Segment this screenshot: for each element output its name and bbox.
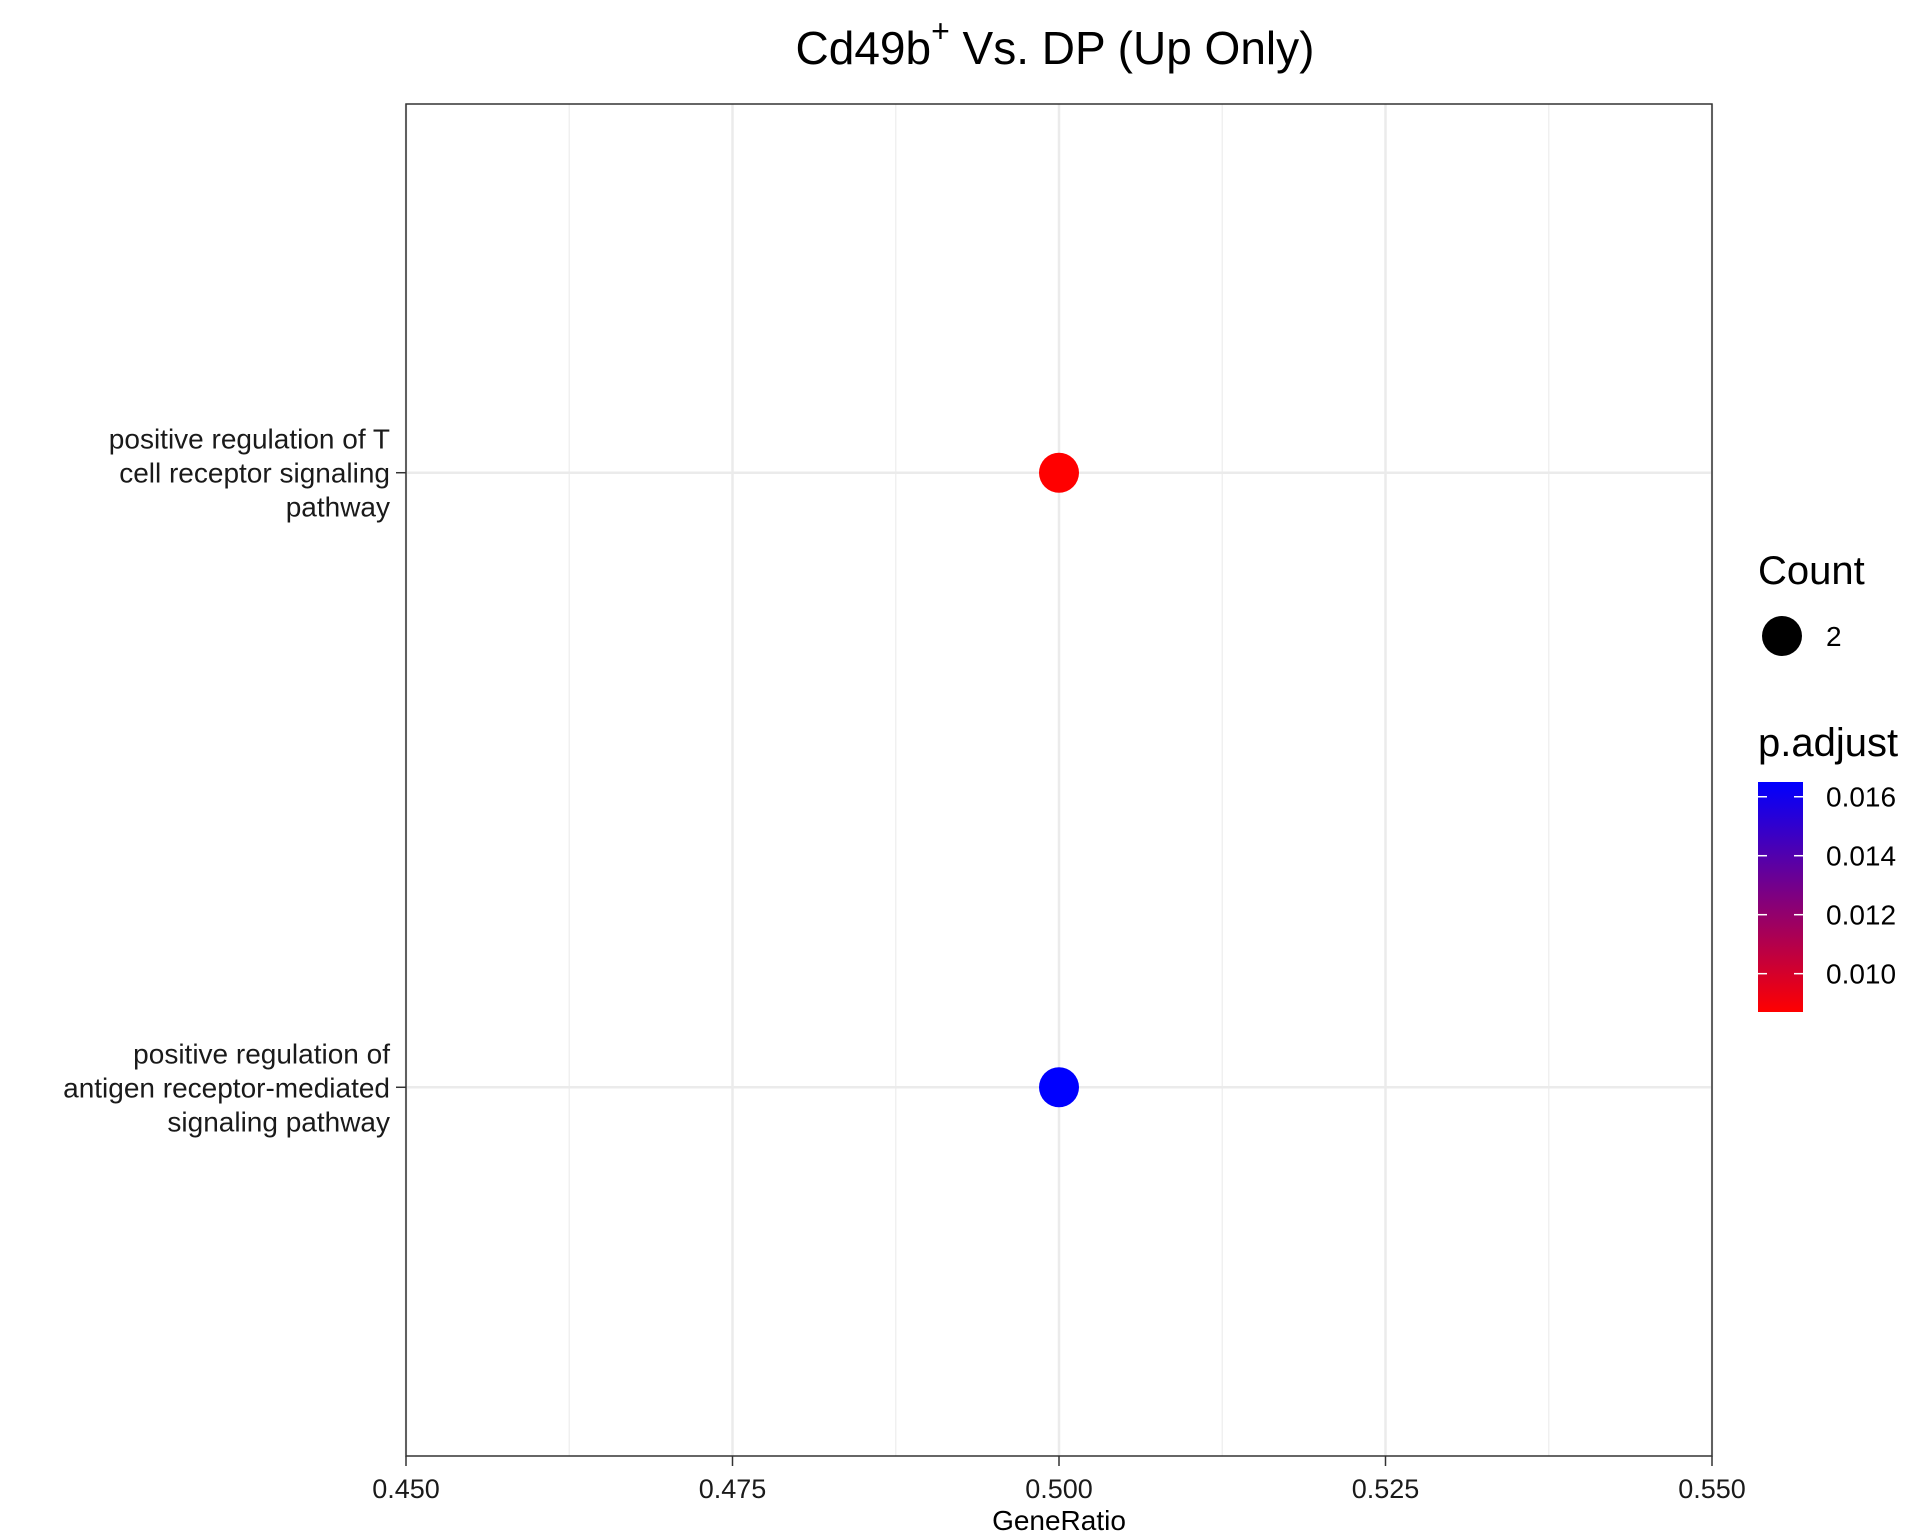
grid-minor-lines xyxy=(568,104,1550,1456)
legend-count-title: Count xyxy=(1758,549,1865,593)
y-tick-label-line: antigen receptor-mediated xyxy=(63,1072,390,1103)
colorbar-tick-label: 0.014 xyxy=(1826,841,1896,872)
legend-colorbar-ticks: 0.016 0.014 0.012 0.010 xyxy=(1758,782,1896,990)
colorbar-tick-label: 0.016 xyxy=(1826,782,1896,813)
x-tick-label: 0.500 xyxy=(1025,1474,1093,1504)
chart-title: Cd49b+ Vs. DP (Up Only) xyxy=(796,13,1315,74)
chart-title-superscript: + xyxy=(931,13,950,49)
legend-count-key xyxy=(1762,616,1802,656)
legend-count-label: 2 xyxy=(1826,621,1842,652)
chart-title-rest: Vs. DP (Up Only) xyxy=(950,22,1315,74)
y-tick-label-line: signaling pathway xyxy=(167,1106,390,1137)
x-axis: 0.450 0.475 0.500 0.525 0.550 xyxy=(372,1456,1746,1504)
data-point xyxy=(1039,452,1079,493)
y-tick-label: positive regulation of antigen receptor-m… xyxy=(63,1038,390,1137)
y-tick-label-line: positive regulation of T xyxy=(109,424,390,455)
y-tick-label-line: cell receptor signaling xyxy=(119,458,390,489)
data-point xyxy=(1039,1067,1079,1108)
chart-title-main: Cd49b xyxy=(796,22,932,74)
legend-colorbar xyxy=(1758,782,1803,1012)
y-tick-label-line: pathway xyxy=(286,492,390,523)
colorbar-tick-label: 0.010 xyxy=(1826,959,1896,990)
x-tick-label: 0.525 xyxy=(1352,1474,1420,1504)
legend-p-adjust-title: p.adjust xyxy=(1758,721,1898,765)
x-tick-label: 0.550 xyxy=(1678,1474,1746,1504)
x-tick-label: 0.450 xyxy=(372,1474,440,1504)
legend-p-adjust: p.adjust 0.016 0.014 0.012 0.010 xyxy=(1758,721,1898,1012)
colorbar-tick-label: 0.012 xyxy=(1826,900,1896,931)
data-points xyxy=(1039,452,1079,1108)
y-tick-label-line: positive regulation of xyxy=(133,1038,390,1069)
x-axis-title: GeneRatio xyxy=(992,1505,1126,1536)
legend-count: Count 2 xyxy=(1758,549,1865,656)
x-tick-label: 0.475 xyxy=(699,1474,767,1504)
